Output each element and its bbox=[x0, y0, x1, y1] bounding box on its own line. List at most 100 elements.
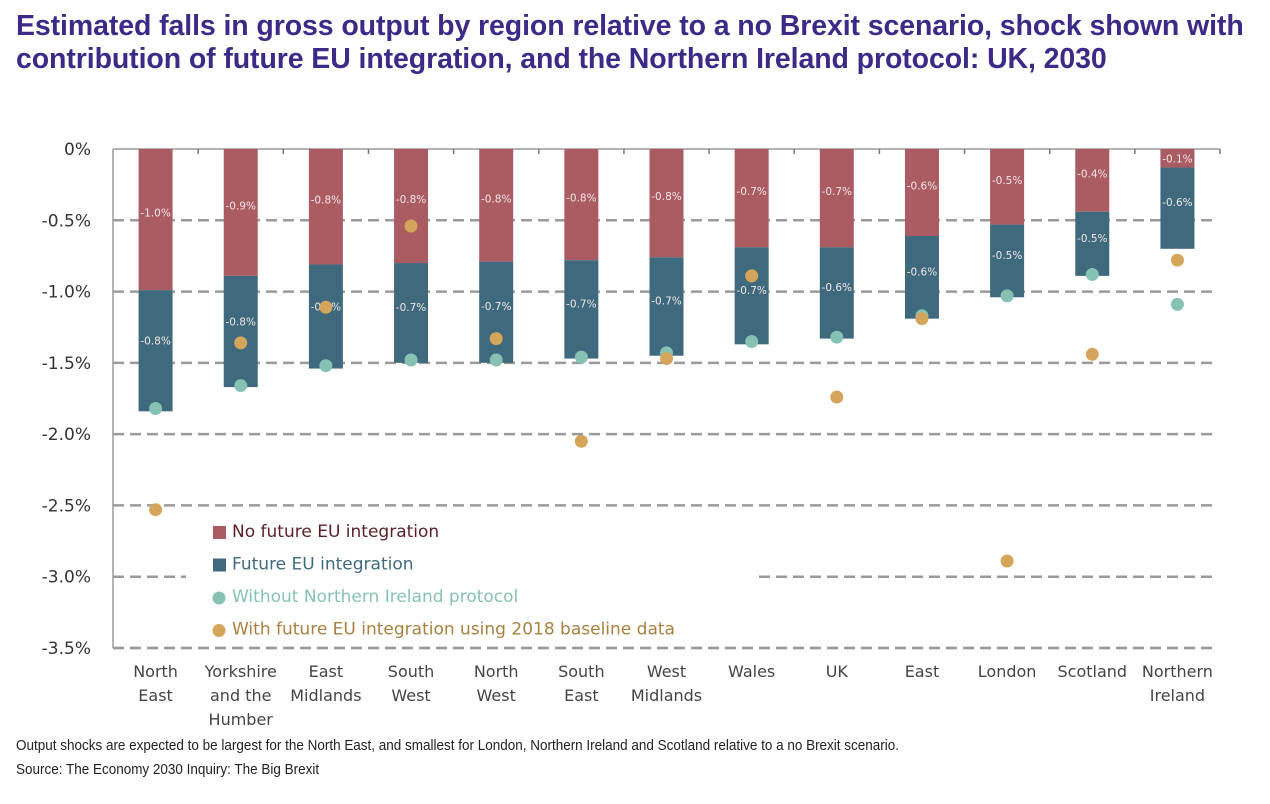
y-tick-label: -3.5% bbox=[42, 639, 91, 659]
bar-no-future-eu-integration bbox=[394, 149, 429, 264]
legend-swatch-circle-icon bbox=[212, 591, 226, 605]
bar-data-label: -0.8% bbox=[225, 316, 255, 328]
points bbox=[149, 219, 1184, 568]
bar-future-eu-integration bbox=[479, 261, 514, 363]
point-2018-baseline bbox=[915, 312, 929, 326]
bar-future-eu-integration bbox=[1160, 167, 1195, 249]
point-without-ni-protocol bbox=[234, 379, 248, 393]
bar-data-label: -0.7% bbox=[481, 301, 511, 313]
point-2018-baseline bbox=[1000, 554, 1014, 568]
point-2018-baseline bbox=[745, 269, 759, 283]
x-tick-label: Northern bbox=[1142, 662, 1213, 681]
x-tick-label: East bbox=[138, 686, 173, 705]
point-2018-baseline bbox=[830, 390, 844, 404]
bar-no-future-eu-integration bbox=[223, 149, 258, 276]
bar-no-future-eu-integration bbox=[649, 149, 684, 258]
bar-no-future-eu-integration bbox=[308, 149, 343, 265]
legend-label: With future EU integration using 2018 ba… bbox=[232, 620, 675, 640]
point-2018-baseline bbox=[1170, 253, 1184, 267]
x-tick-label: West bbox=[477, 686, 516, 705]
bar-data-label: -0.4% bbox=[1077, 168, 1107, 180]
bar-future-eu-integration bbox=[308, 264, 343, 369]
bar-future-eu-integration bbox=[1075, 211, 1110, 276]
bar-future-eu-integration bbox=[819, 247, 854, 339]
bar-future-eu-integration bbox=[734, 247, 769, 345]
bar-no-future-eu-integration bbox=[1160, 149, 1195, 168]
point-2018-baseline bbox=[234, 336, 248, 350]
point-without-ni-protocol bbox=[745, 334, 759, 348]
bar-data-label: -0.8% bbox=[311, 195, 341, 207]
bars: -1.0% -0.8% -0.9% -0.8% -0.8% -0.7% -0.8% -0.7%… bbox=[138, 149, 1195, 412]
bar-data-label: -0.1% bbox=[1162, 153, 1192, 165]
bar-data-label: -0.8% bbox=[651, 191, 681, 203]
point-without-ni-protocol bbox=[319, 359, 333, 373]
x-tick-label: West bbox=[647, 662, 686, 681]
footer-source: Source: The Economy 2030 Inquiry: The Bi… bbox=[16, 762, 320, 778]
bar-future-eu-integration bbox=[138, 290, 173, 412]
legend-label: No future EU integration bbox=[232, 522, 439, 542]
point-2018-baseline bbox=[489, 332, 503, 346]
point-2018-baseline bbox=[319, 300, 333, 314]
bar-future-eu-integration bbox=[223, 275, 258, 388]
bar-data-label: -0.9% bbox=[225, 200, 255, 212]
bar-no-future-eu-integration bbox=[564, 149, 599, 261]
x-axis: North East Yorkshire and the Humber East Midla… bbox=[133, 662, 1213, 729]
x-tick-label: East bbox=[309, 662, 344, 681]
x-tick-label: Wales bbox=[728, 662, 775, 681]
x-tick-label: West bbox=[391, 686, 430, 705]
y-tick-label: -0.5% bbox=[42, 211, 91, 231]
bar-no-future-eu-integration bbox=[734, 149, 769, 248]
y-tick-label: -1.5% bbox=[42, 354, 91, 374]
x-tick-label: East bbox=[905, 662, 940, 681]
x-tick-label: UK bbox=[826, 662, 849, 681]
bar-data-label: -0.7% bbox=[822, 186, 852, 198]
x-tick-label: South bbox=[388, 662, 435, 681]
point-2018-baseline bbox=[404, 219, 418, 233]
legend-swatch-circle-icon bbox=[212, 624, 226, 637]
bar-future-eu-integration bbox=[649, 257, 684, 356]
bar-data-label: -0.7% bbox=[736, 186, 766, 198]
y-tick-label: -3.0% bbox=[42, 568, 91, 588]
bar-no-future-eu-integration bbox=[1075, 149, 1110, 212]
y-tick-label: -2.0% bbox=[42, 425, 91, 445]
x-tick-label: North bbox=[133, 662, 178, 681]
x-tick-label: Yorkshire bbox=[204, 662, 277, 681]
point-2018-baseline bbox=[660, 352, 673, 366]
bar-data-label: -0.5% bbox=[1077, 233, 1107, 245]
bar-data-label: -0.6% bbox=[907, 180, 937, 192]
bar-no-future-eu-integration bbox=[904, 149, 939, 236]
x-tick-label: North bbox=[474, 662, 519, 681]
point-without-ni-protocol bbox=[149, 401, 163, 415]
bar-future-eu-integration bbox=[394, 263, 429, 363]
footer-note: Output shocks are expected to be largest… bbox=[16, 738, 900, 754]
bar-no-future-eu-integration bbox=[990, 149, 1025, 225]
bar-data-label: -0.7% bbox=[566, 298, 596, 310]
bar-future-eu-integration bbox=[990, 224, 1025, 298]
legend-swatch-square-icon bbox=[213, 526, 226, 539]
bar-no-future-eu-integration bbox=[479, 149, 514, 262]
bar-data-label: -0.6% bbox=[822, 282, 852, 294]
legend-label: Future EU integration bbox=[232, 555, 414, 575]
bar-data-label: -0.5% bbox=[992, 250, 1022, 262]
legend: No future EU integration Future EU integr… bbox=[113, 513, 1218, 650]
point-without-ni-protocol bbox=[1000, 289, 1014, 303]
bar-data-label: -0.8% bbox=[140, 336, 170, 348]
bar-data-label: -0.7% bbox=[651, 296, 681, 308]
x-tick-label: East bbox=[564, 686, 599, 705]
bar-data-label: -0.8% bbox=[566, 193, 596, 205]
point-2018-baseline bbox=[149, 503, 163, 517]
chart-title: Estimated falls in gross output by regio… bbox=[16, 10, 1244, 75]
bar-no-future-eu-integration bbox=[819, 149, 854, 248]
bar-future-eu-integration bbox=[904, 235, 939, 319]
point-without-ni-protocol bbox=[830, 330, 844, 344]
bar-data-label: -0.6% bbox=[1162, 197, 1192, 209]
y-tick-label: 0% bbox=[64, 140, 91, 160]
bar-data-label: -0.8% bbox=[396, 194, 426, 206]
point-without-ni-protocol bbox=[404, 353, 418, 367]
x-tick-label: Scotland bbox=[1057, 662, 1127, 681]
point-without-ni-protocol bbox=[489, 353, 503, 367]
point-2018-baseline bbox=[1085, 347, 1099, 361]
point-without-ni-protocol bbox=[1170, 297, 1184, 311]
bar-data-label: -0.7% bbox=[396, 302, 426, 314]
